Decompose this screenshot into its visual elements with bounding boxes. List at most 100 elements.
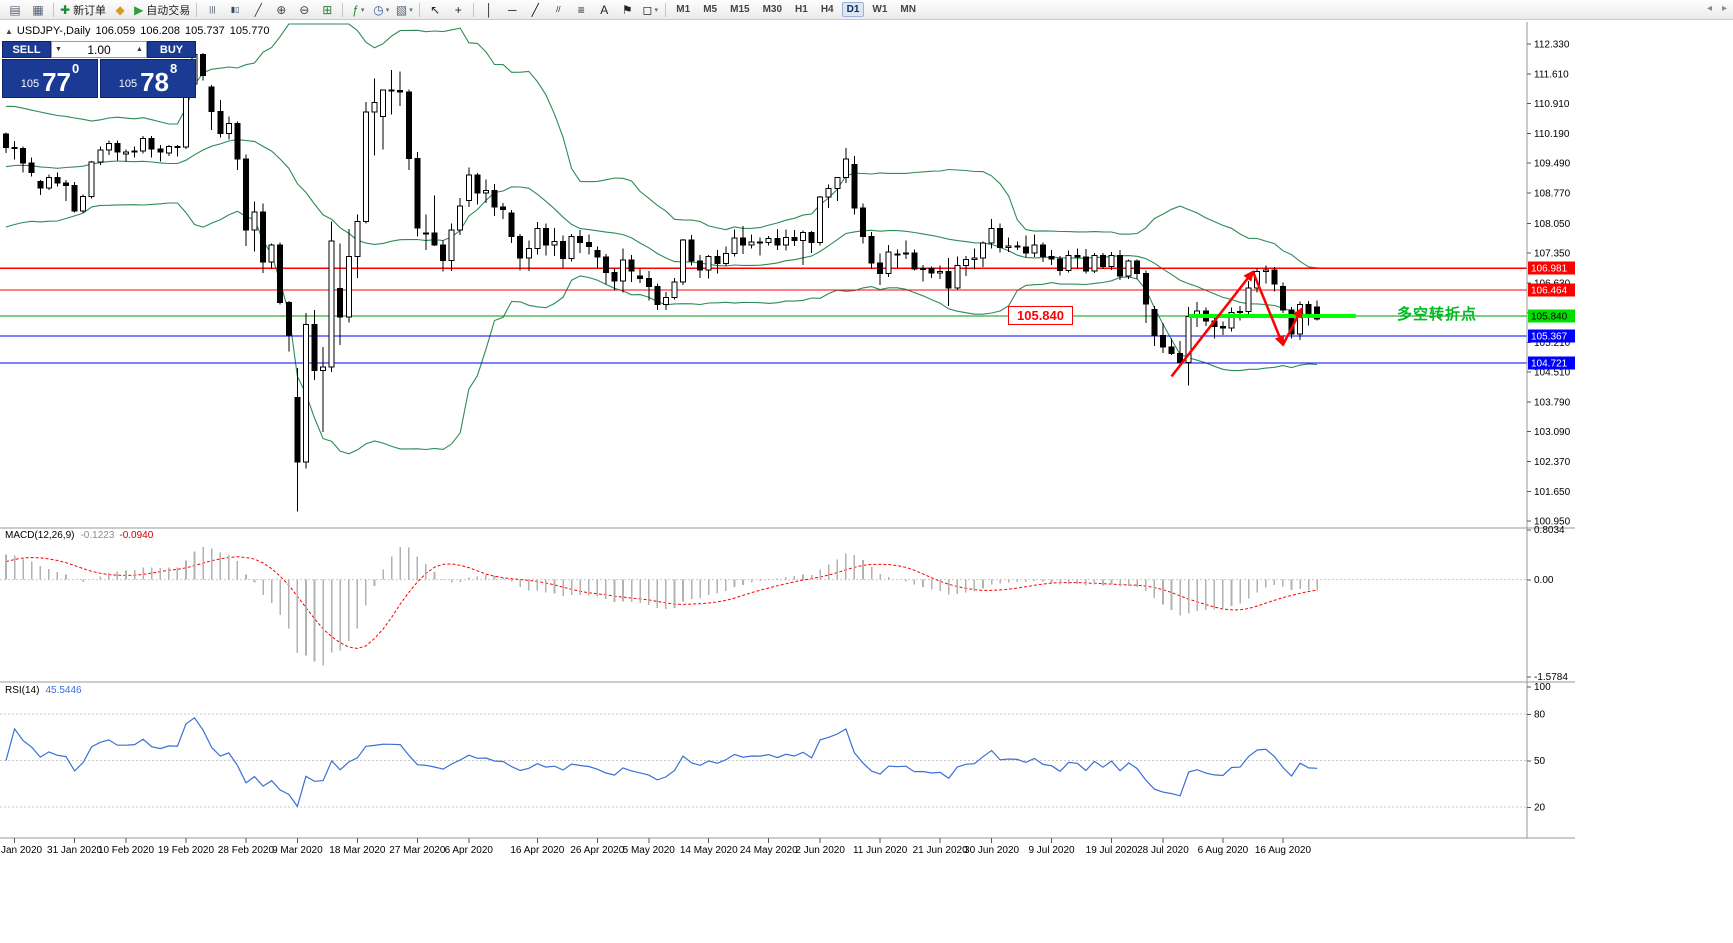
timeframe-button-mn[interactable]: MN bbox=[900, 4, 916, 15]
new-chart-icon[interactable]: ▤ bbox=[4, 1, 26, 18]
timeframe-button-h4[interactable]: H4 bbox=[820, 4, 834, 15]
cursor-tool[interactable]: ↖ bbox=[424, 1, 446, 18]
buy-button[interactable]: BUY bbox=[147, 41, 196, 58]
vertical-line-tool[interactable]: │ bbox=[478, 1, 500, 18]
templates-menu-caret-icon: ▾ bbox=[409, 6, 413, 14]
price-scale-label: 104.510 bbox=[1534, 367, 1571, 378]
price-tag-105.367 bbox=[1528, 329, 1575, 343]
zoom-in-icon[interactable]: ⊕ bbox=[270, 1, 292, 18]
trendline-tool[interactable]: ╱ bbox=[524, 1, 546, 18]
price-scale-label: 108.770 bbox=[1534, 189, 1571, 200]
sell-price-sup: 0 bbox=[72, 61, 80, 76]
macd-label: MACD(12,26,9) bbox=[5, 530, 75, 541]
timeframe-button-m30[interactable]: M30 bbox=[762, 4, 783, 15]
price-tag-106.981 bbox=[1528, 261, 1575, 275]
ohlc-low: 105.737 bbox=[185, 25, 225, 37]
cursor-tool-glyph: ↖ bbox=[430, 2, 441, 17]
turning-point-label[interactable]: 多空转折点 bbox=[1397, 306, 1478, 323]
date-axis-label: 22 Jan 2020 bbox=[0, 845, 43, 856]
label-tool[interactable]: ⚑ bbox=[616, 1, 638, 18]
horizontal-level-lines bbox=[0, 267, 1527, 364]
ohlc-high: 106.208 bbox=[140, 25, 181, 37]
zoom-out-icon-glyph: ⊖ bbox=[299, 2, 310, 17]
timeframe-button-m15[interactable]: M15 bbox=[730, 4, 750, 15]
candlestick-chart-icon-glyph: ▮▯ bbox=[230, 4, 240, 14]
metaeditor-icon[interactable]: ◆ bbox=[109, 1, 131, 18]
date-axis-label: 9 Mar 2020 bbox=[272, 845, 323, 856]
zoom-out-icon[interactable]: ⊖ bbox=[293, 1, 315, 18]
indicators-menu[interactable]: ƒ ▾ bbox=[347, 1, 369, 18]
rsi-scale-label: 50 bbox=[1534, 756, 1546, 767]
svg-text:105.840: 105.840 bbox=[1531, 312, 1568, 323]
new-order-button-label: 新订单 bbox=[73, 4, 107, 17]
volume-value[interactable]: 1.00 bbox=[87, 42, 111, 57]
date-axis-label: 24 May 2020 bbox=[740, 845, 798, 856]
shapes-menu[interactable]: ◻ ▾ bbox=[639, 1, 661, 18]
shapes-menu-glyph: ◻ bbox=[642, 2, 653, 17]
fibonacci-tool[interactable]: ≡ bbox=[570, 1, 592, 18]
sell-button[interactable]: SELL bbox=[2, 41, 51, 58]
rsi-indicator-header: RSI(14) 45.5446 bbox=[5, 685, 82, 696]
crosshair-tool-glyph: + bbox=[454, 2, 462, 17]
timeframe-button-m1[interactable]: M1 bbox=[676, 4, 691, 15]
profiles-icon[interactable]: ▦ bbox=[27, 1, 49, 18]
tile-windows-icon[interactable]: ⊞ bbox=[316, 1, 338, 18]
macd-panel bbox=[0, 556, 1527, 650]
buy-quote-button[interactable]: 105 78 8 bbox=[100, 59, 196, 98]
candlestick-chart-icon[interactable]: ▮▯ bbox=[224, 1, 246, 18]
channel-tool[interactable]: // bbox=[547, 1, 569, 18]
fibonacci-tool-glyph: ≡ bbox=[577, 2, 585, 17]
crosshair-tool[interactable]: + bbox=[447, 1, 469, 18]
svg-text:106.981: 106.981 bbox=[1531, 264, 1568, 275]
trend-arrow-2[interactable] bbox=[1251, 271, 1285, 347]
price-scale-label: 110.910 bbox=[1534, 99, 1570, 110]
date-axis-label: 16 Aug 2020 bbox=[1255, 845, 1312, 856]
price-annotation-box[interactable]: 105.840 bbox=[1008, 306, 1073, 325]
date-axis-label: 21 Jun 2020 bbox=[913, 845, 968, 856]
bar-chart-icon[interactable]: ||| bbox=[201, 1, 223, 18]
date-axis-label: 16 Apr 2020 bbox=[510, 845, 564, 856]
auto-trading-button[interactable]: ▶ 自动交易 bbox=[132, 1, 192, 18]
chart-symbol-period: USDJPY-,Daily bbox=[16, 25, 91, 37]
price-scale-label: 103.790 bbox=[1534, 397, 1571, 408]
periods-menu-glyph: ◷ bbox=[373, 2, 384, 17]
tile-windows-icon-glyph: ⊞ bbox=[322, 2, 333, 17]
templates-menu-glyph: ▧ bbox=[395, 2, 408, 17]
line-chart-icon[interactable]: ╱ bbox=[247, 1, 269, 18]
price-tag-106.464 bbox=[1528, 283, 1575, 297]
templates-menu[interactable]: ▧ ▾ bbox=[393, 1, 415, 18]
date-axis-label: 9 Jul 2020 bbox=[1028, 845, 1075, 856]
toolbar-separator bbox=[665, 2, 667, 17]
chart-canvas[interactable]: 112.330 111.610 110.910 110.190 109.490 108.7… bbox=[0, 20, 1733, 943]
text-tool[interactable]: A bbox=[593, 1, 615, 18]
toolbar-overflow-left-icon[interactable]: ◂ bbox=[1706, 3, 1712, 14]
date-axis-label: 27 Mar 2020 bbox=[389, 845, 446, 856]
volume-decrease-button[interactable]: ▼ bbox=[55, 46, 62, 53]
rsi-scale-label: 100 bbox=[1534, 682, 1551, 693]
indicators-menu-glyph: ƒ bbox=[352, 2, 359, 17]
macd-scale-label: 0.8034 bbox=[1534, 525, 1565, 536]
volume-increase-button[interactable]: ▲ bbox=[136, 46, 143, 53]
ohlc-close: 105.770 bbox=[229, 25, 270, 37]
periods-menu[interactable]: ◷ ▾ bbox=[370, 1, 392, 18]
bollinger-bands bbox=[5, 23, 1318, 455]
timeframe-button-d1[interactable]: D1 bbox=[841, 2, 865, 17]
timeframe-button-m5[interactable]: M5 bbox=[703, 4, 718, 15]
date-axis-label: 11 Jun 2020 bbox=[853, 845, 908, 856]
vertical-line-tool-glyph: │ bbox=[485, 2, 494, 17]
new-order-button[interactable]: ✚ 新订单 bbox=[58, 1, 108, 18]
trend-arrow-3[interactable] bbox=[1281, 306, 1303, 346]
trend-arrow-1[interactable] bbox=[1170, 270, 1255, 378]
one-click-collapse-toggle[interactable]: ▲ bbox=[5, 27, 13, 36]
sell-quote-button[interactable]: 105 77 0 bbox=[2, 59, 98, 98]
date-axis-label: 5 May 2020 bbox=[623, 845, 676, 856]
price-tags: 106.981 106.464 105.840 105.367 104.721 bbox=[1528, 261, 1575, 370]
volume-input[interactable]: ▼ 1.00 ▲ bbox=[51, 41, 147, 58]
price-scale-label: 112.330 bbox=[1534, 40, 1570, 51]
ohlc-open: 106.059 bbox=[95, 25, 136, 37]
toolbar-overflow-right-icon[interactable]: ▸ bbox=[1721, 3, 1727, 14]
rsi-label: RSI(14) bbox=[5, 685, 40, 696]
timeframe-button-w1[interactable]: W1 bbox=[872, 4, 888, 15]
timeframe-button-h1[interactable]: H1 bbox=[795, 4, 808, 15]
horizontal-line-tool[interactable]: ─ bbox=[501, 1, 523, 18]
